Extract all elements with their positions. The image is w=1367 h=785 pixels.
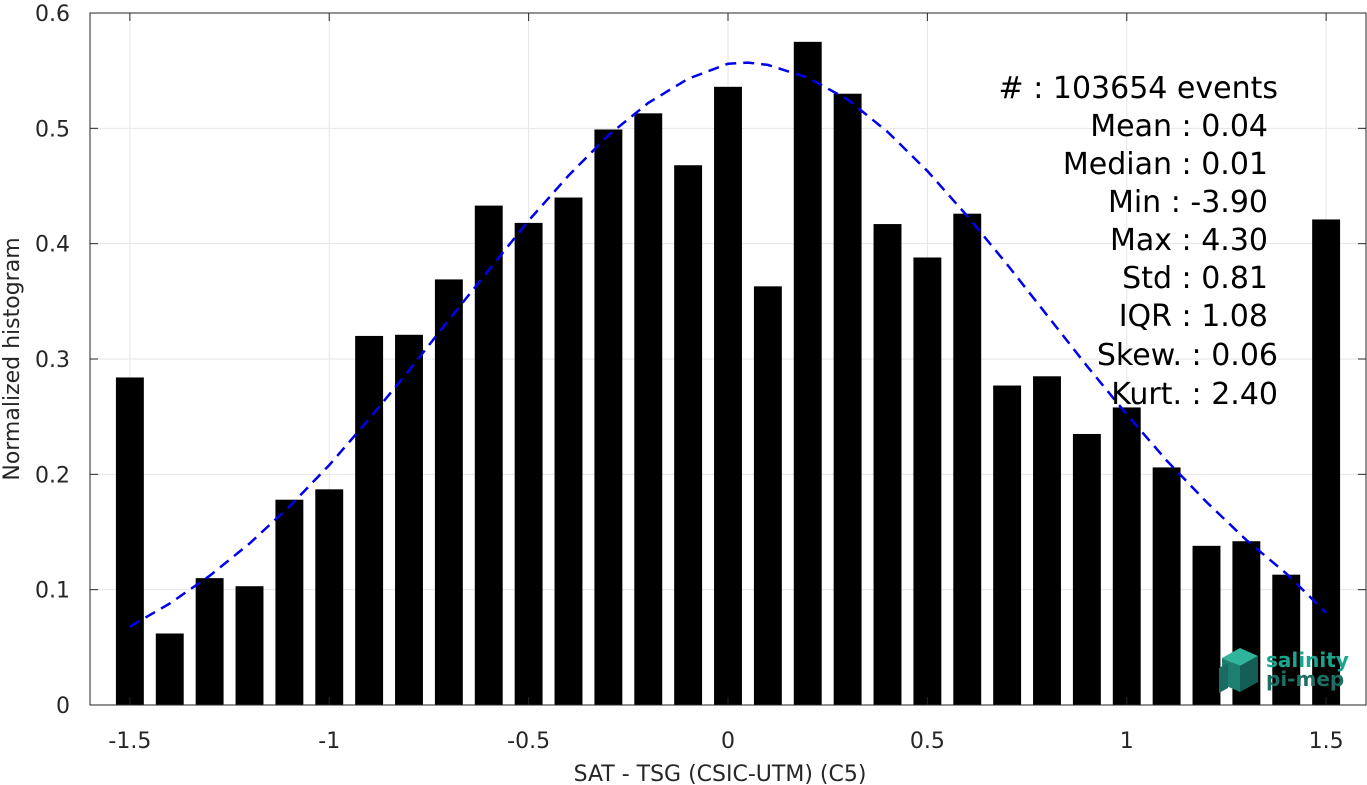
histogram-bar <box>1072 433 1101 705</box>
histogram-bar <box>753 286 782 705</box>
histogram-bar <box>1152 467 1181 705</box>
x-tick-label: -0.5 <box>507 729 550 754</box>
histogram-bar <box>115 377 144 705</box>
x-tick-label: -1.5 <box>108 729 151 754</box>
histogram-bar <box>155 633 184 705</box>
histogram-bar <box>275 499 304 705</box>
logo-text-pimep: pi-mep <box>1266 667 1344 691</box>
histogram-bar <box>395 334 423 705</box>
stat-std: Std : 0.81 <box>1122 261 1268 296</box>
histogram-bar <box>674 165 703 706</box>
histogram-bar <box>1112 407 1141 705</box>
stat-skew: Skew. : 0.06 <box>1097 338 1278 373</box>
y-tick-labels: 0 0.1 0.2 0.3 0.4 0.5 0.6 <box>35 2 70 719</box>
histogram-bar <box>993 385 1022 705</box>
axis-ticks <box>90 12 1366 706</box>
stat-max: Max : 4.30 <box>1110 223 1268 258</box>
histogram-bar <box>833 93 862 705</box>
stat-events: # : 103654 events <box>999 71 1278 106</box>
stat-kurt: Kurt. : 2.40 <box>1111 377 1278 412</box>
histogram-bar <box>953 213 982 705</box>
y-tick-label: 0 <box>56 694 70 719</box>
histogram-bar <box>913 257 942 705</box>
y-tick-label: 0.2 <box>35 463 70 488</box>
histogram-bar <box>315 489 344 705</box>
histogram-bar <box>634 113 663 706</box>
x-axis-label: SAT - TSG (CSIC-UTM) (C5) <box>574 762 867 785</box>
y-tick-label: 0.4 <box>35 233 70 258</box>
stats-box: # : 103654 events Mean : 0.04 Median : 0… <box>999 71 1278 412</box>
histogram-bars <box>115 41 1341 706</box>
histogram-bar <box>1033 376 1061 705</box>
x-tick-label: 1 <box>1120 729 1134 754</box>
histogram-bar <box>1312 219 1341 706</box>
x-tick-label: -1 <box>318 729 340 754</box>
x-tick-label: 0.5 <box>910 729 945 754</box>
logo-text-salinity: salinity <box>1266 648 1349 672</box>
y-axis-label: Normalized histogram <box>0 237 25 480</box>
x-tick-labels: -1.5 -1 -0.5 0 0.5 1 1.5 <box>108 729 1343 754</box>
stat-mean: Mean : 0.04 <box>1090 109 1268 144</box>
y-tick-label: 0.6 <box>35 2 70 27</box>
y-tick-label: 0.3 <box>35 348 70 373</box>
histogram-bar <box>235 586 264 705</box>
y-tick-label: 0.1 <box>35 579 70 604</box>
x-tick-label: 0 <box>721 729 735 754</box>
gaussian-fit-line <box>129 61 1328 628</box>
histogram-bar <box>1192 545 1221 705</box>
histogram-bar <box>474 205 503 705</box>
histogram-bar <box>793 41 822 706</box>
histogram-bar <box>195 578 224 705</box>
histogram-bar <box>1272 574 1301 705</box>
x-tick-label: 1.5 <box>1309 729 1344 754</box>
histogram-bar <box>355 335 384 705</box>
histogram-bar <box>514 222 543 705</box>
stat-min: Min : -3.90 <box>1108 185 1268 220</box>
y-tick-label: 0.5 <box>35 117 70 142</box>
stat-iqr: IQR : 1.08 <box>1119 299 1268 334</box>
stat-median: Median : 0.01 <box>1063 147 1268 182</box>
histogram-bar <box>714 86 742 705</box>
histogram-bar <box>554 197 583 706</box>
logo-cube-icon <box>1219 648 1258 693</box>
salinity-pimep-logo: salinity pi-mep <box>1219 648 1349 693</box>
histogram-bar <box>434 279 463 705</box>
histogram-bar <box>594 129 623 705</box>
histogram-bar <box>873 224 902 705</box>
